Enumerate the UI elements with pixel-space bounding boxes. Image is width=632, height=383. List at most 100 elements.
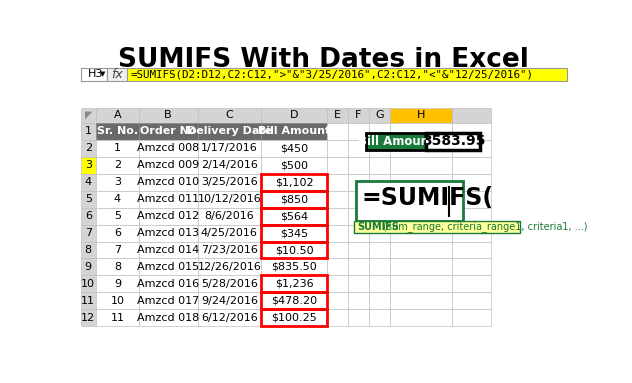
- Bar: [96, 123, 138, 140]
- Bar: [80, 123, 96, 140]
- Bar: [96, 208, 138, 224]
- Text: $850: $850: [280, 194, 308, 204]
- Bar: [80, 208, 96, 224]
- Bar: [261, 224, 327, 242]
- Text: 6: 6: [114, 228, 121, 238]
- Bar: [426, 133, 480, 150]
- Bar: [198, 140, 261, 157]
- Bar: [138, 275, 198, 292]
- Text: 1: 1: [85, 126, 92, 136]
- Bar: [127, 67, 568, 81]
- Bar: [348, 123, 369, 140]
- Text: 3: 3: [85, 160, 92, 170]
- Text: 11: 11: [111, 313, 125, 323]
- Text: Bill Amount: Bill Amount: [358, 135, 434, 148]
- Bar: [80, 140, 96, 157]
- Bar: [348, 259, 369, 275]
- Bar: [452, 242, 490, 259]
- Bar: [198, 191, 261, 208]
- Bar: [261, 208, 327, 224]
- Bar: [369, 157, 390, 174]
- Bar: [198, 242, 261, 259]
- Text: 5: 5: [114, 211, 121, 221]
- Bar: [348, 174, 369, 191]
- Text: 8/6/2016: 8/6/2016: [205, 211, 254, 221]
- Bar: [261, 242, 327, 259]
- Text: 8: 8: [114, 262, 121, 272]
- Text: $345: $345: [280, 228, 308, 238]
- Bar: [80, 292, 96, 309]
- Bar: [261, 292, 327, 309]
- Bar: [327, 259, 348, 275]
- Text: 5/28/2016: 5/28/2016: [201, 279, 258, 289]
- Bar: [80, 67, 107, 81]
- Text: E: E: [334, 110, 341, 120]
- Bar: [452, 259, 490, 275]
- Bar: [327, 123, 348, 140]
- Text: 10: 10: [111, 296, 125, 306]
- Bar: [261, 191, 327, 208]
- Bar: [348, 157, 369, 174]
- Bar: [452, 140, 490, 157]
- Bar: [96, 259, 138, 275]
- Text: 7: 7: [85, 228, 92, 238]
- Text: 7/23/2016: 7/23/2016: [201, 245, 258, 255]
- Bar: [390, 174, 452, 191]
- Bar: [348, 208, 369, 224]
- Text: 10: 10: [82, 279, 95, 289]
- Bar: [80, 275, 96, 292]
- Text: Amzcd 016: Amzcd 016: [137, 279, 199, 289]
- Bar: [452, 108, 490, 123]
- Bar: [390, 309, 452, 326]
- Bar: [96, 242, 138, 259]
- Bar: [369, 191, 390, 208]
- Bar: [452, 292, 490, 309]
- Bar: [80, 108, 96, 123]
- Bar: [348, 292, 369, 309]
- Text: 2/14/2016: 2/14/2016: [201, 160, 258, 170]
- Bar: [138, 259, 198, 275]
- Bar: [138, 174, 198, 191]
- Text: Amzcd 015: Amzcd 015: [137, 262, 199, 272]
- Text: 6: 6: [85, 211, 92, 221]
- Bar: [96, 224, 138, 242]
- Text: A: A: [114, 110, 121, 120]
- Text: 5: 5: [85, 194, 92, 204]
- Text: Sr. No.: Sr. No.: [97, 126, 138, 136]
- Bar: [138, 208, 198, 224]
- Bar: [96, 191, 138, 208]
- Text: Amzcd 012: Amzcd 012: [137, 211, 199, 221]
- Text: 7: 7: [114, 245, 121, 255]
- Bar: [198, 292, 261, 309]
- Bar: [369, 108, 390, 123]
- Bar: [369, 309, 390, 326]
- Bar: [138, 108, 198, 123]
- Bar: [138, 242, 198, 259]
- Bar: [369, 208, 390, 224]
- Bar: [369, 259, 390, 275]
- Bar: [138, 123, 198, 140]
- Bar: [261, 259, 327, 275]
- Bar: [369, 174, 390, 191]
- Text: $564: $564: [280, 211, 308, 221]
- Bar: [327, 174, 348, 191]
- Text: 6/12/2016: 6/12/2016: [201, 313, 258, 323]
- Text: 12: 12: [82, 313, 95, 323]
- Bar: [261, 191, 327, 208]
- Bar: [452, 224, 490, 242]
- Text: $478.20: $478.20: [271, 296, 317, 306]
- Bar: [390, 157, 452, 174]
- Bar: [96, 309, 138, 326]
- Bar: [198, 208, 261, 224]
- Text: 9: 9: [85, 262, 92, 272]
- Bar: [369, 123, 390, 140]
- Bar: [390, 191, 452, 208]
- Bar: [261, 108, 327, 123]
- Text: Bill Amount: Bill Amount: [258, 126, 330, 136]
- Bar: [390, 275, 452, 292]
- Bar: [261, 174, 327, 191]
- Text: 4: 4: [114, 194, 121, 204]
- Bar: [390, 108, 452, 123]
- Bar: [80, 309, 96, 326]
- Bar: [198, 224, 261, 242]
